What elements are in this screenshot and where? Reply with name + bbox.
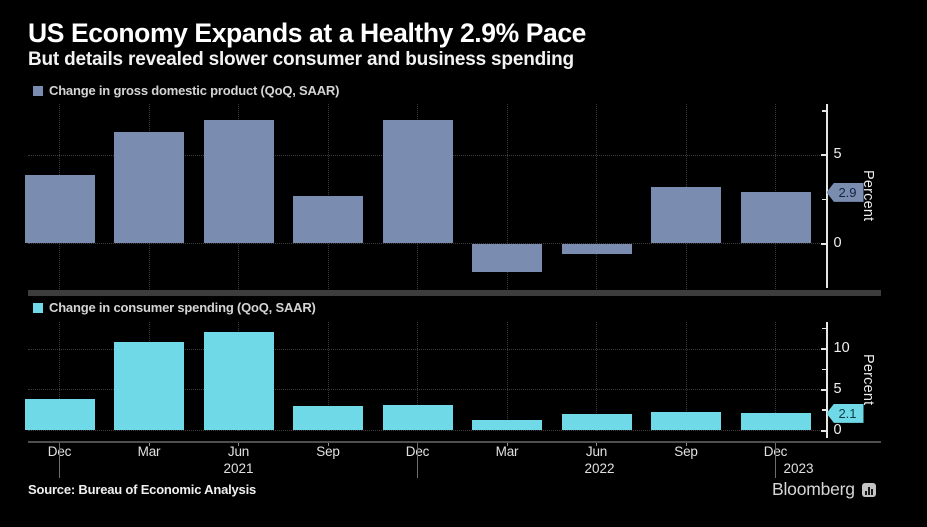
consumer-bar (203, 331, 274, 431)
gdp-bar (740, 192, 811, 244)
x-axis-baseline (28, 441, 881, 443)
consumer-bar (740, 413, 811, 431)
bloomberg-brand: Bloomberg (772, 479, 876, 500)
consumer-bar (561, 414, 632, 431)
consumer-horizontal-gridline (28, 430, 822, 431)
x-axis-year-label: 2023 (783, 461, 814, 476)
gdp-bar (561, 243, 632, 255)
consumer-y-axis-title: Percent (860, 354, 876, 406)
x-axis-year-label: 2021 (223, 461, 254, 476)
consumer-y-axis-tick (820, 429, 827, 432)
consumer-horizontal-gridline (28, 348, 822, 350)
gdp-y-axis-tick-label: 0 (833, 234, 842, 251)
gdp-legend-label: Change in gross domestic product (QoQ, S… (49, 83, 340, 98)
consumer-vertical-gridline (685, 322, 687, 431)
x-axis-year-tick (417, 441, 418, 478)
gdp-bar (203, 119, 274, 244)
gdp-y-axis-line (825, 104, 828, 288)
consumer-bar (472, 419, 542, 431)
gdp-legend-swatch-icon (33, 85, 43, 96)
consumer-y-axis-tick-label: 5 (833, 380, 842, 397)
gdp-y-axis-minor-tick (821, 198, 826, 201)
consumer-y-axis-tick (820, 348, 827, 350)
consumer-latest-value-badge: 2.1 (826, 403, 864, 423)
consumer-bar (293, 406, 363, 431)
gdp-bar (293, 195, 363, 244)
gdp-bar (114, 132, 184, 244)
x-axis-month-label: Sep (674, 444, 698, 459)
consumer-legend-swatch-icon (33, 302, 43, 313)
x-axis-quarter-tick (506, 441, 508, 446)
x-axis-month-label: Mar (137, 444, 161, 459)
bloomberg-wordmark: Bloomberg (772, 479, 855, 499)
legend-gdp: Change in gross domestic product (QoQ, S… (33, 83, 339, 98)
consumer-y-axis-minor-tick (821, 327, 826, 330)
consumer-bar (651, 411, 721, 431)
gdp-y-axis-tick-label: 5 (833, 146, 842, 163)
consumer-y-axis-tick-label: 0 (833, 421, 842, 438)
gdp-vertical-gridline (506, 104, 508, 289)
gdp-bar (382, 119, 453, 244)
chart-separator (28, 290, 881, 296)
consumer-y-axis-line (825, 322, 828, 438)
legend-consumer: Change in consumer spending (QoQ, SAAR) (33, 300, 316, 315)
gdp-y-axis-tick (820, 242, 827, 245)
x-axis-year-tick (59, 441, 60, 478)
source-note: Source: Bureau of Economic Analysis (28, 482, 257, 497)
consumer-vertical-gridline (327, 322, 329, 431)
consumer-bar (382, 405, 453, 431)
gdp-y-axis-tick (820, 154, 827, 157)
gdp-bar (651, 187, 721, 244)
x-axis-year-label: 2022 (584, 461, 615, 476)
x-axis-quarter-tick (238, 441, 239, 446)
consumer-horizontal-gridline (28, 389, 822, 391)
x-axis-quarter-tick (327, 441, 329, 446)
x-axis-month-label: Sep (316, 444, 340, 459)
gdp-horizontal-gridline (28, 243, 822, 244)
consumer-vertical-gridline (59, 322, 60, 431)
x-axis-month-label: Mar (495, 444, 519, 459)
gdp-y-axis-title: Percent (860, 170, 876, 222)
consumer-vertical-gridline (596, 322, 597, 431)
consumer-legend-label: Change in consumer spending (QoQ, SAAR) (49, 300, 316, 315)
gdp-latest-value-badge: 2.9 (826, 182, 864, 202)
consumer-y-axis-minor-tick (821, 409, 826, 411)
consumer-vertical-gridline (417, 322, 418, 431)
consumer-bar (114, 342, 184, 431)
consumer-bar (24, 398, 95, 431)
consumer-y-axis-tick-label: 10 (833, 340, 850, 356)
gdp-bar (472, 243, 542, 272)
x-axis-month-label: Jun (227, 444, 250, 459)
gdp-vertical-gridline (596, 104, 597, 289)
x-axis-quarter-tick (148, 441, 150, 446)
gdp-y-axis-minor-tick (821, 110, 826, 112)
page-title: US Economy Expands at a Healthy 2.9% Pac… (28, 18, 586, 48)
consumer-y-axis-tick (820, 388, 827, 391)
consumer-vertical-gridline (775, 322, 776, 431)
gdp-bar (24, 174, 95, 244)
bloomberg-terminal-icon (861, 482, 876, 497)
x-axis-quarter-tick (596, 441, 597, 446)
x-axis-month-label: Jun (585, 444, 608, 459)
consumer-y-axis-minor-tick (821, 368, 826, 371)
consumer-vertical-gridline (506, 322, 508, 431)
x-axis-year-tick (775, 441, 776, 478)
x-axis-quarter-tick (685, 441, 687, 446)
page-subtitle: But details revealed slower consumer and… (28, 49, 574, 70)
